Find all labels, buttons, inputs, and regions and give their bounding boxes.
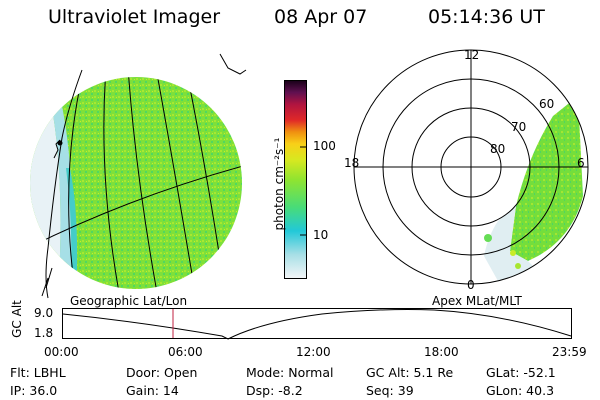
polar-panel-label: Apex MLat/MLT: [432, 294, 522, 308]
lat-label-70: 70: [511, 120, 527, 134]
mlt-label-0: 0: [467, 278, 475, 292]
time-label: 05:14:36 UT: [428, 6, 545, 28]
info-flt: Flt: LBHL: [10, 365, 66, 380]
geographic-image: [30, 53, 247, 299]
mlt-label-6: 6: [577, 156, 585, 170]
info-gcalt: GC Alt: 5.1 Re: [366, 365, 454, 380]
info-mode: Mode: Normal: [246, 365, 334, 380]
timeline-x-2359: 23:59: [552, 345, 587, 359]
colorbar: [284, 80, 307, 279]
app-title: Ultraviolet Imager: [48, 6, 221, 28]
lat-label-60: 60: [539, 97, 555, 111]
info-door: Door: Open: [126, 365, 198, 380]
timeline-y-label: GC Alt: [9, 300, 24, 338]
mlt-label-18: 18: [344, 156, 360, 170]
timeline-x-1800: 18:00: [424, 345, 459, 359]
altitude-timeline: [62, 308, 572, 340]
info-seq: Seq: 39: [366, 383, 414, 398]
timeline-x-0600: 06:00: [168, 345, 203, 359]
info-glat: GLat: -52.1: [486, 365, 556, 380]
timeline-x-0000: 00:00: [44, 345, 79, 359]
colorbar-unit-label: photon cm⁻²s⁻¹: [272, 137, 286, 231]
colorbar-tick-10: 10: [313, 228, 329, 242]
lat-label-80: 80: [490, 142, 506, 156]
timeline-y-top: 9.0: [34, 306, 54, 320]
info-gain: Gain: 14: [126, 383, 179, 398]
mlt-label-12: 12: [464, 48, 480, 62]
timeline-y-bottom: 1.8: [34, 326, 54, 340]
colorbar-tick-100: 100: [313, 139, 336, 153]
date-label: 08 Apr 07: [274, 6, 368, 28]
info-ip: IP: 36.0: [10, 383, 58, 398]
info-dsp: Dsp: -8.2: [246, 383, 303, 398]
polar-plot: [353, 49, 589, 285]
geographic-panel-label: Geographic Lat/Lon: [70, 294, 188, 308]
timeline-x-1200: 12:00: [296, 345, 331, 359]
info-glon: GLon: 40.3: [486, 383, 555, 398]
